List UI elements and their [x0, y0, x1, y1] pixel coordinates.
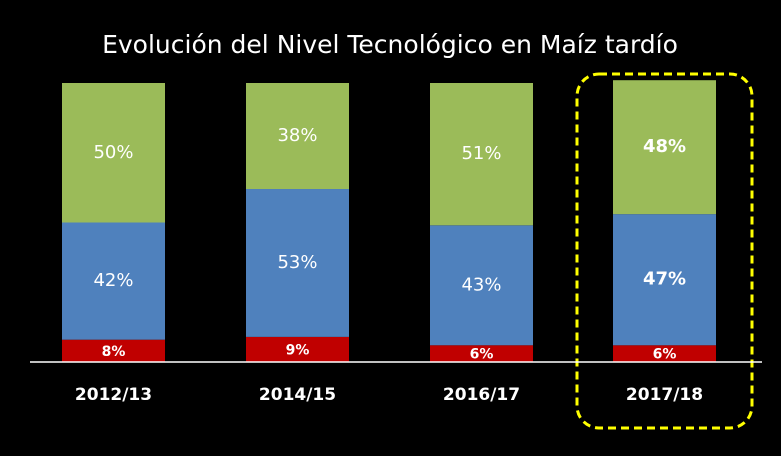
- value-label: 9%: [286, 342, 310, 358]
- value-label: 43%: [461, 274, 501, 295]
- bar-segment: [246, 189, 349, 337]
- bar-segment: [246, 336, 349, 362]
- x-tick-label: 2012/13: [75, 385, 152, 405]
- highlight-box: [575, 72, 754, 430]
- x-tick-label: 2017/18: [626, 385, 703, 405]
- bar-segment: [62, 83, 165, 223]
- bar-segment: [430, 83, 533, 226]
- x-tick-label: 2016/17: [443, 385, 520, 405]
- value-label: 53%: [277, 252, 317, 273]
- value-label: 47%: [643, 269, 686, 290]
- value-label: 8%: [102, 344, 126, 360]
- bar-segment: [613, 214, 716, 346]
- value-label: 38%: [277, 125, 317, 146]
- bar-segment: [613, 345, 716, 362]
- chart-title: Evolución del Nivel Tecnológico en Maíz …: [102, 30, 678, 59]
- bar-segment: [62, 222, 165, 340]
- bar-segment: [613, 80, 716, 215]
- bar-segment: [430, 345, 533, 362]
- value-label: 50%: [93, 142, 133, 163]
- value-label: 48%: [643, 136, 686, 157]
- bar-segment: [246, 83, 349, 190]
- value-label: 6%: [653, 347, 677, 363]
- bar-segment: [62, 339, 165, 362]
- value-label: 6%: [470, 347, 494, 363]
- x-tick-label: 2014/15: [259, 385, 336, 405]
- bar-segment: [430, 225, 533, 346]
- value-label: 51%: [461, 143, 501, 164]
- value-label: 42%: [93, 270, 133, 291]
